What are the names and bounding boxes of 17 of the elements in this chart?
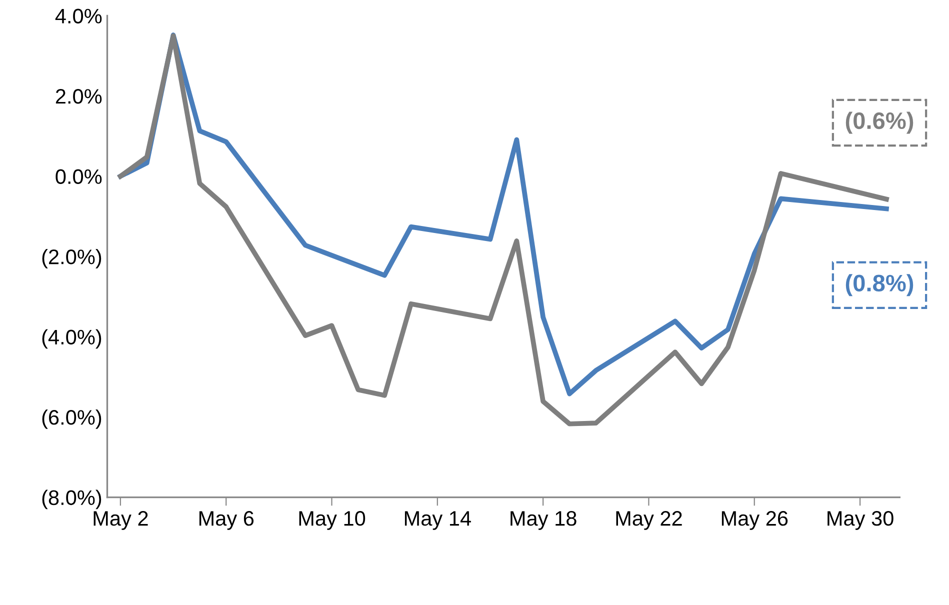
annotation: (0.6%): [846, 112, 914, 134]
x-tick-label: May 14: [404, 511, 471, 530]
y-tick-label: 0.0%: [56, 169, 102, 184]
y-tick-label: 4.0%: [55, 8, 102, 24]
x-tick-label: May 10: [299, 511, 366, 530]
y-tick-label: 2.0%: [56, 88, 102, 104]
x-tick-label: May 26: [722, 511, 788, 530]
y-tick-label: (4.0%): [42, 329, 102, 349]
annotation: (0.8%): [846, 274, 914, 296]
y-tick-label: (8.0%): [42, 490, 102, 510]
y-tick-label: (6.0%): [42, 410, 102, 429]
x-tick-label: May 22: [616, 511, 682, 530]
x-tick-label: May 6: [199, 511, 254, 530]
x-tick-label: May 30: [828, 511, 894, 530]
x-tick-label: May 2: [94, 511, 148, 530]
y-tick-label: (2.0%): [42, 248, 102, 268]
x-tick-label: May 18: [510, 511, 576, 530]
